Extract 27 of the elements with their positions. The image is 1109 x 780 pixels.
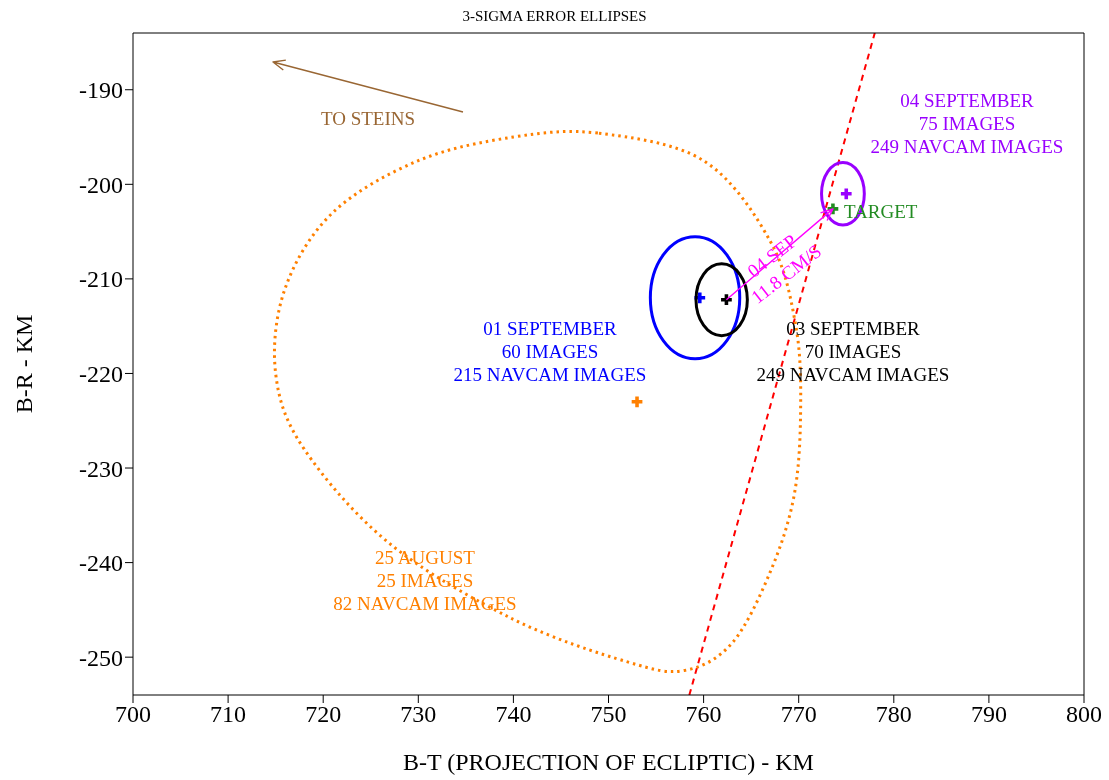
point — [631, 396, 643, 408]
x-tick-label: 710 — [210, 701, 247, 728]
x-tick-label: 780 — [875, 701, 912, 728]
x-tick-label: 720 — [305, 701, 342, 728]
y-tick-label: -210 — [79, 266, 123, 293]
annotation: TO STEINS — [320, 108, 416, 129]
y-tick-label: -240 — [79, 550, 123, 577]
y-tick-label: -220 — [79, 360, 123, 387]
x-axis-title: B-T (PROJECTION OF ECLIPTIC) - KM — [403, 749, 814, 775]
chart-title: 3-SIGMA ERROR ELLIPSES — [461, 8, 648, 25]
x-tick-label: 730 — [400, 701, 437, 728]
x-tick-label: 740 — [495, 701, 532, 728]
x-tick-label: 770 — [780, 701, 817, 728]
y-axis-title: B-R - KM — [10, 314, 37, 414]
x-tick-label: 790 — [970, 701, 1007, 728]
annotation: 04 SEPTEMBER 75 IMAGES 249 NAVCAM IMAGES — [870, 90, 1064, 157]
point — [840, 188, 852, 200]
x-tick-label: 760 — [685, 701, 722, 728]
x-tick-label: 800 — [1066, 701, 1102, 728]
x-tick-label: 700 — [115, 701, 151, 728]
annotation: 03 SEPTEMBER 70 IMAGES 249 NAVCAM IMAGES — [756, 318, 950, 385]
y-tick-label: -190 — [79, 77, 123, 104]
x-tick-label: 750 — [590, 701, 627, 728]
y-tick-label: -230 — [79, 455, 123, 482]
y-tick-label: -250 — [79, 644, 123, 671]
y-tick-label: -200 — [79, 171, 123, 198]
annotation: 01 SEPTEMBER 60 IMAGES 215 NAVCAM IMAGES — [453, 318, 647, 385]
